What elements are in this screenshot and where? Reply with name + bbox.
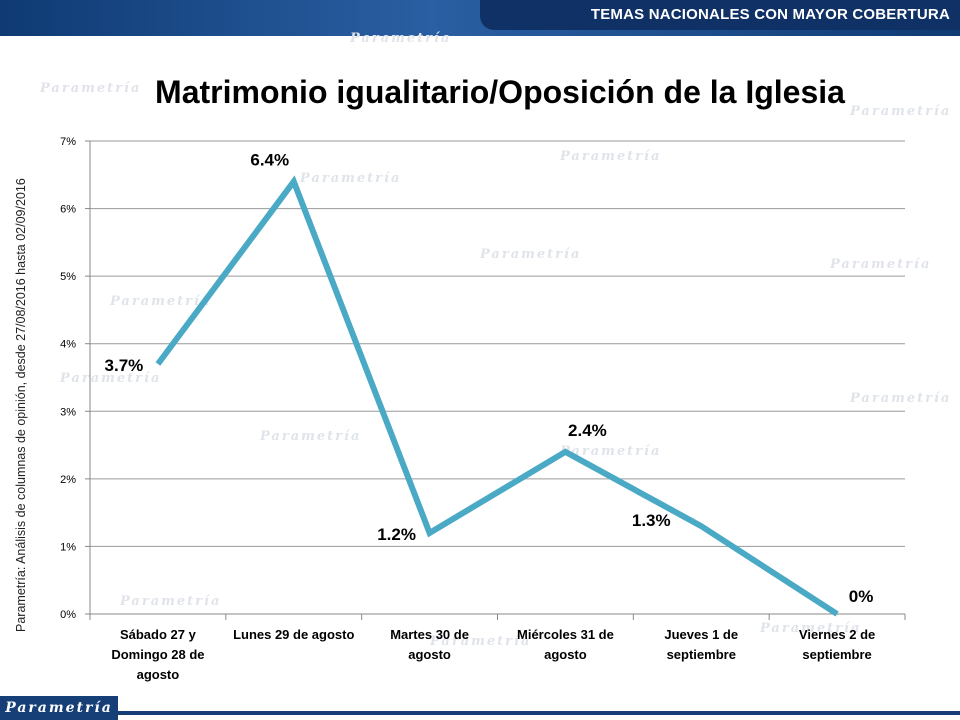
x-tick-label: Lunes 29 de agosto — [233, 627, 354, 642]
watermark-text: Parametría — [849, 391, 951, 406]
y-tick-labels: 0% 1% 2% 3% 4% 5% 6% 7% — [60, 136, 76, 621]
watermark-text: Parametría — [479, 247, 581, 262]
watermark-text: Parametría — [299, 171, 401, 186]
y-tick-label: 4% — [60, 339, 76, 351]
watermark-text: Parametría — [429, 634, 531, 649]
y-tick-label: 6% — [60, 204, 76, 216]
watermark-text: Parametría — [39, 81, 141, 96]
watermark-text: Parametría — [259, 429, 361, 444]
x-tick-label: Jueves 1 de septiembre — [664, 627, 738, 662]
watermark-text: Parametría — [559, 444, 661, 459]
data-labels: 3.7% 6.4% 1.2% 2.4% 1.3% 0% — [105, 151, 874, 606]
x-tick-label: Miércoles 31 de agosto — [517, 627, 614, 662]
chart-title: Matrimonio igualitario/Oposición de la I… — [155, 74, 845, 110]
watermark-text: Parametría — [759, 621, 861, 636]
y-tick-label: 5% — [60, 271, 76, 283]
series-line — [155, 175, 839, 617]
x-tick-label: Martes 30 de agosto — [390, 627, 469, 662]
grid-lines — [85, 140, 906, 620]
header-title: TEMAS NACIONALES CON MAYOR COBERTURA — [590, 6, 950, 23]
y-tick-label: 0% — [60, 609, 76, 621]
x-tick-label: Sábado 27 y Domingo 28 de agosto — [111, 627, 204, 682]
data-label: 2.4% — [568, 421, 607, 440]
footer-line — [118, 711, 960, 715]
data-label: 0% — [849, 587, 874, 606]
watermark-text: Parametría — [849, 104, 951, 119]
watermark-text: Parametría — [349, 31, 451, 46]
source-note: Parametría: Análisis de columnas de opin… — [14, 178, 28, 632]
watermark-text: Parametría — [829, 257, 931, 272]
y-tick-label: 3% — [60, 406, 76, 418]
y-tick-label: 7% — [60, 136, 76, 148]
data-label: 1.3% — [632, 511, 671, 530]
x-tick-label: Viernes 2 de septiembre — [799, 627, 875, 662]
y-tick-label: 2% — [60, 474, 76, 486]
y-tick-label: 1% — [60, 541, 76, 553]
x-tick-labels: Sábado 27 y Domingo 28 de agosto Lunes 29 d… — [111, 627, 875, 682]
watermark-text: Parametría — [109, 294, 211, 309]
watermark-text: Parametría — [59, 371, 161, 386]
watermark-layer: Parametría Parametría Parametría Parametría… — [39, 31, 951, 649]
footer-logo: Parametría — [0, 696, 118, 720]
data-label: 1.2% — [377, 525, 416, 544]
header-tab: TEMAS NACIONALES CON MAYOR COBERTURA — [480, 0, 960, 30]
data-label: 6.4% — [250, 151, 289, 170]
watermark-text: Parametría — [559, 149, 661, 164]
data-label: 3.7% — [105, 356, 144, 375]
watermark-text: Parametría — [119, 594, 221, 609]
